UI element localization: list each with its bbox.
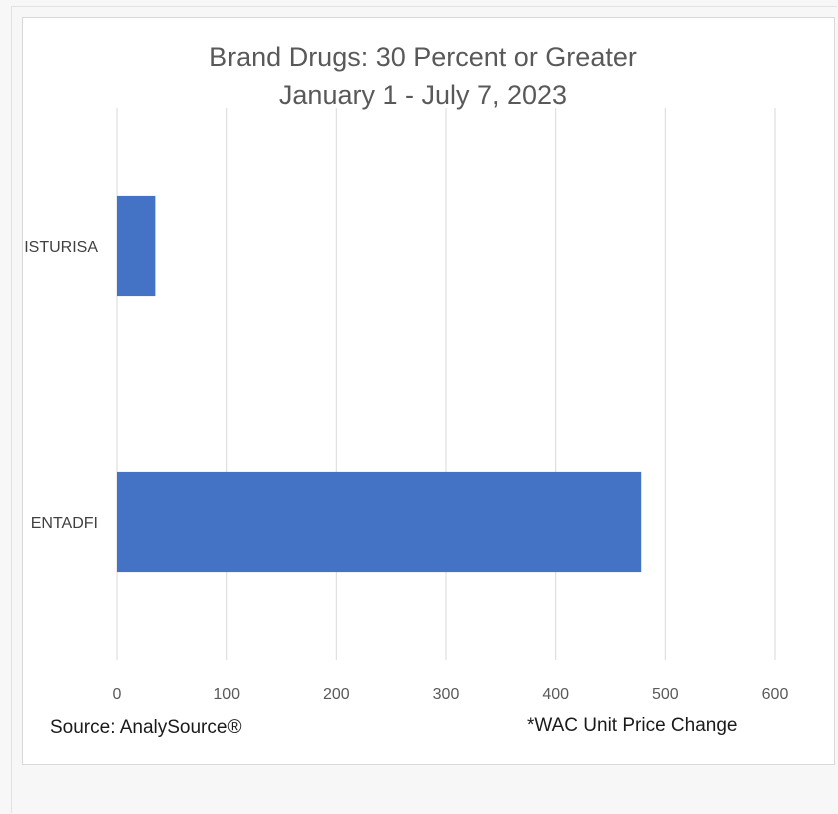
x-tick-label: 500 (652, 686, 679, 703)
x-tick-label: 400 (542, 686, 569, 703)
x-tick-label: 600 (762, 686, 789, 703)
category-label-entadfi: ENTADFI (31, 515, 98, 532)
chart-subtitle: January 1 - July 7, 2023 (279, 80, 567, 110)
price-change-note: *WAC Unit Price Change (527, 715, 737, 736)
x-tick-label: 100 (213, 686, 240, 703)
source-note: Source: AnalySource® (50, 717, 241, 738)
x-tick-label: 200 (323, 686, 350, 703)
chart-title: Brand Drugs: 30 Percent or Greater (209, 42, 637, 72)
x-tick-label: 300 (433, 686, 460, 703)
bars (117, 195, 642, 573)
chart-card (22, 17, 835, 765)
category-label-isturisa: ISTURISA (24, 239, 98, 256)
x-axis-ticks: 0 100 200 300 400 500 600 (113, 686, 789, 703)
bar-entadfi (117, 471, 642, 573)
bar-isturisa (117, 195, 156, 297)
gridlines (116, 108, 776, 660)
x-tick-label: 0 (113, 686, 122, 703)
category-labels: ISTURISA ENTADFI (24, 239, 98, 532)
